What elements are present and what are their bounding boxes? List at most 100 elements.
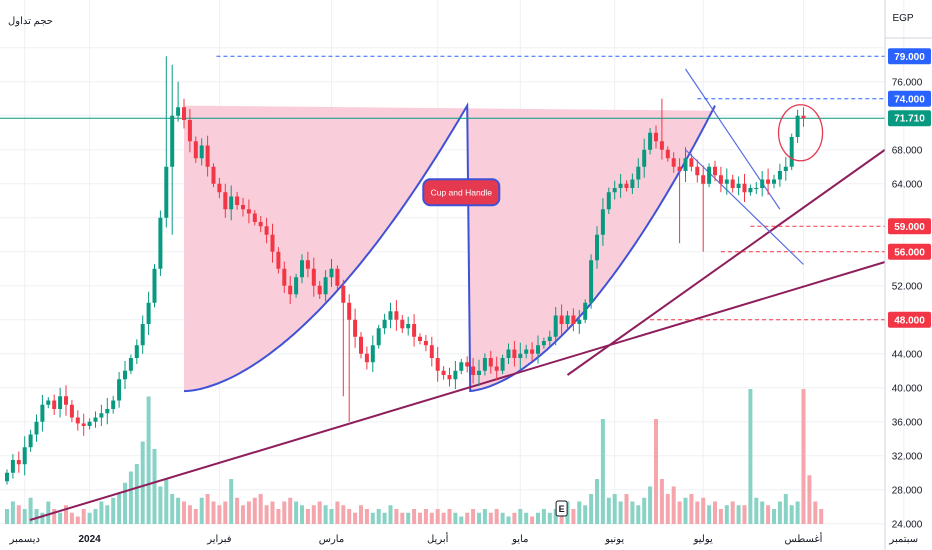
volume-bar (58, 512, 63, 524)
price-level-box (888, 110, 931, 127)
volume-bars (5, 389, 824, 524)
candle-body (347, 302, 352, 320)
candle-body (571, 315, 576, 324)
candle-body (541, 341, 546, 346)
volume-bar (276, 509, 281, 524)
long-term-trendline (29, 261, 886, 521)
volume-bar (134, 464, 139, 524)
candle-body (258, 222, 263, 227)
currency-label: EGP (892, 13, 913, 24)
candle-body (441, 370, 446, 375)
candle-body (294, 277, 299, 295)
volume-bar (783, 494, 788, 524)
candle-body (524, 349, 529, 354)
volume-bar (813, 501, 818, 524)
candle-body (494, 366, 499, 371)
volume-bar (494, 509, 499, 524)
volume-bar (636, 505, 641, 524)
candle-body (713, 166, 717, 176)
volume-bar (789, 505, 794, 524)
breakout-circle (777, 104, 824, 162)
volume-bar (541, 509, 546, 524)
candle-body (176, 107, 181, 116)
candle-body (205, 145, 210, 167)
candle-body (665, 149, 670, 159)
volume-bar (353, 512, 358, 524)
candle-body (583, 302, 588, 320)
volume-bar (630, 501, 635, 524)
candle-body (34, 421, 39, 435)
price-level-value: 56.000 (894, 247, 925, 258)
volume-bar (718, 509, 723, 524)
candle-body (394, 311, 399, 320)
volume-bar (412, 509, 417, 524)
volume-bar (777, 501, 782, 524)
candle-body (589, 260, 594, 303)
volume-bar (589, 494, 594, 524)
pattern-label-badge[interactable]: Cup and Handle (422, 178, 501, 207)
candle-body (724, 179, 729, 184)
candle-body (223, 192, 228, 210)
candle-body (335, 268, 340, 286)
volume-bar (317, 501, 322, 524)
y-tick-label: 36.000 (892, 417, 923, 428)
volume-bar (364, 509, 369, 524)
volume-bar (400, 512, 405, 524)
candle-body (530, 349, 535, 354)
candle-body (677, 166, 682, 171)
volume-bar (654, 419, 658, 524)
candle-body (69, 404, 74, 418)
volume-bar (689, 494, 694, 524)
volume-bar (388, 505, 393, 524)
candle-body (134, 345, 139, 358)
volume-bar (795, 501, 800, 524)
candle-body (229, 196, 234, 210)
event-marker[interactable]: E (555, 500, 568, 517)
candle-body (659, 141, 664, 150)
volume-bar (52, 509, 57, 524)
candle-body (636, 166, 641, 180)
volume-bar (819, 509, 824, 524)
x-axis-label: مايو (511, 534, 528, 545)
volume-bar (347, 509, 352, 524)
candle-body (217, 183, 222, 193)
volume-bar (370, 512, 375, 524)
candle-body (329, 268, 334, 278)
volume-bar (64, 505, 68, 524)
volume-bar (359, 505, 363, 524)
volume-bar (170, 494, 175, 524)
candle-body (536, 345, 540, 354)
candle-body (388, 311, 393, 320)
volume-bar (477, 512, 481, 524)
y-tick-label: 40.000 (892, 383, 923, 394)
candle-body (748, 188, 753, 193)
volume-bar (766, 505, 771, 524)
volume-bar (642, 497, 647, 524)
volume-bar (99, 501, 104, 524)
candle-body (170, 115, 175, 167)
trendlines (29, 148, 886, 521)
volume-bar (117, 494, 122, 524)
volume-bar (801, 389, 806, 524)
candle-body (211, 166, 216, 184)
candle-body (730, 179, 735, 188)
volume-bar (429, 512, 434, 524)
candle-body (111, 400, 116, 409)
event-marker-box (555, 500, 568, 517)
y-tick-label: 44.000 (892, 349, 923, 360)
candle-body (288, 285, 293, 295)
volume-bar (441, 512, 446, 524)
event-marker-text: E (559, 504, 565, 514)
volume-bar (447, 509, 452, 524)
volume-bar (394, 509, 399, 524)
volume-bar (87, 512, 92, 524)
candle-body (783, 166, 788, 171)
volume-bar (701, 497, 706, 524)
candle-body (5, 472, 9, 482)
volume-bar (730, 501, 735, 524)
candle-body (435, 358, 440, 371)
volume-bar (772, 509, 776, 524)
volume-bar (69, 512, 74, 524)
volume-bar (665, 494, 670, 524)
candle-body (500, 358, 505, 371)
